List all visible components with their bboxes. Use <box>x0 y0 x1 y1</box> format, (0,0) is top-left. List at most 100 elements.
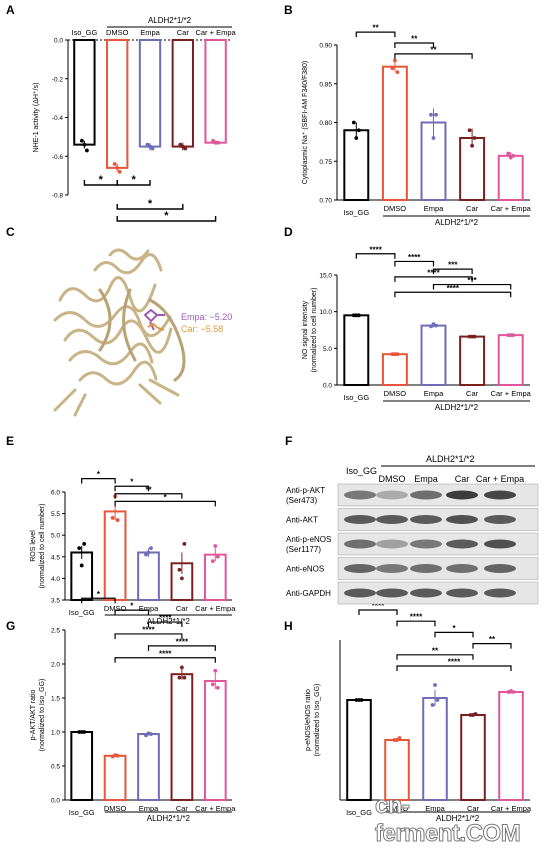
data-point <box>506 151 511 156</box>
x-tick-label: Car + Empa <box>195 604 236 613</box>
x-tick-label: Car + Empa <box>491 204 532 213</box>
data-point <box>395 352 400 357</box>
significance-bracket <box>358 609 398 615</box>
significance-bracket <box>355 253 396 259</box>
blot-band <box>484 490 516 500</box>
significance-bracket <box>394 53 473 59</box>
significance-label: ** <box>411 35 418 44</box>
blot-band <box>410 539 442 549</box>
y-tick-label: 0.0 <box>54 38 63 45</box>
significance-bracket <box>81 478 116 484</box>
x-tick-label: Empa <box>139 804 159 813</box>
significance-bracket <box>81 597 116 604</box>
protein-structure-image <box>53 248 186 417</box>
y-tick-label: 0.70 <box>319 198 332 205</box>
significance-label: **** <box>448 658 461 667</box>
ligand-empa <box>143 308 165 331</box>
data-point <box>115 165 120 170</box>
significance-label: **** <box>447 284 460 293</box>
significance-label: * <box>99 174 104 186</box>
blot-row-label: Anti-p-eNOS <box>286 535 331 544</box>
significance-label: **** <box>176 637 189 646</box>
data-point <box>429 324 433 329</box>
data-point <box>356 313 361 318</box>
bar-car <box>171 39 194 148</box>
data-point <box>82 142 87 147</box>
x-tick-label: DMSO <box>386 804 409 813</box>
bar-car-empa <box>497 334 524 386</box>
significance-bracket <box>432 268 473 275</box>
data-point <box>180 576 184 581</box>
blot-band <box>484 515 516 524</box>
data-point <box>117 169 122 174</box>
bar-iso-gg <box>346 699 372 801</box>
significance-label: **** <box>159 649 172 658</box>
y-tick-label: 1.5 <box>51 696 60 703</box>
group-label: ALDH2*1/*2 <box>435 218 479 227</box>
significance-bracket <box>114 493 183 499</box>
significance-bracket <box>396 654 474 660</box>
significance-label: *** <box>467 276 477 285</box>
data-point <box>393 58 397 63</box>
group-label: ALDH2*1/*2 <box>148 16 192 25</box>
significance-bracket <box>114 485 150 492</box>
x-tick-label: Car <box>467 804 480 813</box>
data-point <box>115 518 120 522</box>
y-tick-label: -0.6 <box>52 154 64 161</box>
x-tick-label: DMSO <box>104 604 127 613</box>
x-tick-label: Empa <box>424 389 444 398</box>
y-axis-label-units: (normalized to cell number) <box>39 504 46 589</box>
x-tick-label: Empa <box>424 204 444 213</box>
data-point <box>431 136 436 140</box>
bar-car-empa <box>498 691 524 801</box>
data-point <box>149 546 153 551</box>
significance-label: * <box>130 602 134 611</box>
significance-bracket <box>434 631 474 638</box>
blot-column-label: Car <box>455 474 470 484</box>
data-point <box>434 323 438 328</box>
blot-band <box>484 588 516 598</box>
y-axis-label-units: (normalized to Iso_GG) <box>314 684 321 757</box>
x-tick-label: DMSO <box>384 389 407 398</box>
x-tick-label: DMSO <box>104 804 127 813</box>
figure-canvas: A 0.0 -0.2 -0.4 -0.6 -0.8 NHE-1 activity (ΔH⁺/… <box>6 3 539 823</box>
y-tick-label: 5.0 <box>51 533 60 540</box>
x-tick-label: Iso_GG <box>69 608 95 617</box>
data-point <box>177 675 182 680</box>
significance-bracket <box>116 180 151 186</box>
bar-empa <box>137 551 160 601</box>
y-tick-label: 5.0 <box>323 346 332 353</box>
bar-car <box>459 335 486 387</box>
bar-empa <box>138 39 162 148</box>
watermark-text: cn-ferment.COM <box>375 792 522 848</box>
x-tick-label: Empa <box>425 804 445 813</box>
x-tick-label: Iso_GG <box>343 393 369 402</box>
panel-b: B 0.70 0.75 0.80 0.85 0.90 Cytoplasmic Na⁺ (SB… <box>284 3 532 227</box>
y-tick-label: 4.5 <box>51 554 60 561</box>
data-point <box>473 712 478 716</box>
blot-row-label: Anti-p-AKT <box>286 486 325 495</box>
bar-car-empa <box>203 680 227 801</box>
group-label: ALDH2*1/*2 <box>436 814 480 823</box>
significance-label: **** <box>159 614 172 623</box>
y-tick-label: 2.5 <box>51 628 60 635</box>
data-point <box>210 559 215 564</box>
x-tick-label: Car + Empa <box>195 28 236 37</box>
data-point <box>146 550 151 555</box>
y-tick-label: 5.5 <box>51 511 60 518</box>
empa-docking-score: Empa: −5.20 <box>181 312 232 322</box>
charts-layer: A 0.0 -0.2 -0.4 -0.6 -0.8 NHE-1 activity (ΔH⁺/… <box>6 3 532 823</box>
blot-band <box>446 564 478 573</box>
data-point <box>144 552 148 557</box>
data-point <box>351 120 356 125</box>
blot-band <box>410 515 442 524</box>
bar-car-empa <box>204 39 227 144</box>
data-point <box>397 736 402 740</box>
data-point <box>115 753 120 758</box>
significance-label: * <box>148 198 153 210</box>
data-point <box>434 112 438 117</box>
significance-label: **** <box>408 253 421 262</box>
blot-column-label: Car + Empa <box>476 474 524 484</box>
data-point <box>182 675 187 680</box>
x-tick-label: Iso_GG <box>71 28 97 37</box>
